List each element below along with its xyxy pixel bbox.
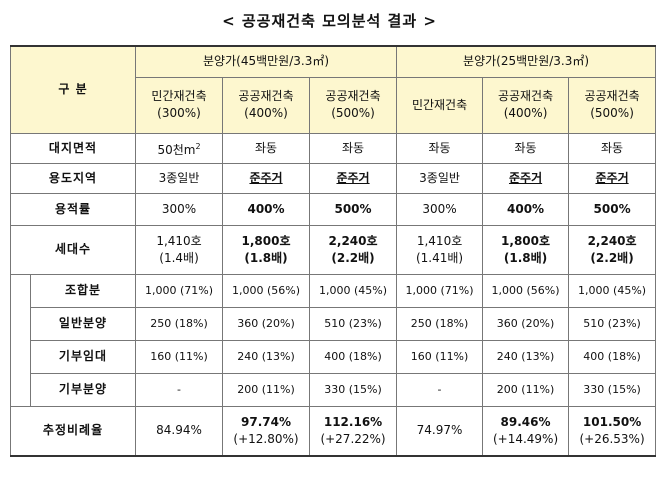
row-label-ratio: 추정비례율 xyxy=(9,405,137,457)
cell: 240 (13%) xyxy=(222,339,311,374)
cell: 101.50% (+26.53%) xyxy=(568,405,657,457)
cell: 89.46% (+14.49%) xyxy=(482,405,570,457)
cell: 1,000 (56%) xyxy=(482,273,570,308)
cell: 400% xyxy=(222,192,311,226)
cell: 510 (23%) xyxy=(309,306,398,341)
table-row: 기부분양 - 200 (11%) 330 (15%) - 200 (11%) 3… xyxy=(10,372,657,407)
cell: 1,000 (71%) xyxy=(396,273,484,308)
cell: 400 (18%) xyxy=(568,339,657,374)
col-header: 민간재건축 xyxy=(396,76,484,134)
col-header: 공공재건축 (400%) xyxy=(222,76,311,134)
cell: 84.94% xyxy=(135,405,224,457)
category-header: 구 분 xyxy=(9,45,137,134)
cell: 250 (18%) xyxy=(135,306,224,341)
cell: - xyxy=(135,372,224,407)
cell: 3종일반 xyxy=(135,162,224,194)
col-header: 공공재건축 (400%) xyxy=(482,76,570,134)
cell: 3종일반 xyxy=(396,162,484,194)
cell: 500% xyxy=(309,192,398,226)
cell: 112.16% (+27.22%) xyxy=(309,405,398,457)
cell: 1,800호 (1.8배) xyxy=(222,224,311,275)
row-label-zone: 용도지역 xyxy=(9,162,137,194)
cell: 2,240호 (2.2배) xyxy=(568,224,657,275)
col-header: 민간재건축 (300%) xyxy=(135,76,224,134)
group-header-25: 분양가(25백만원/3.3㎡) xyxy=(396,45,657,78)
cell: 200 (11%) xyxy=(482,372,570,407)
row-label-land-area: 대지면적 xyxy=(9,132,137,164)
table-row: 기부임대 160 (11%) 240 (13%) 400 (18%) 160 (… xyxy=(10,339,657,374)
cell: 500% xyxy=(568,192,657,226)
table-row: 용적률 300% 400% 500% 300% 400% 500% xyxy=(9,192,657,226)
row-label-union: 조합분 xyxy=(29,273,137,308)
table-row: 대지면적 50천m2 좌동 좌동 좌동 좌동 좌동 xyxy=(9,132,657,164)
cell: 300% xyxy=(135,192,224,226)
cell: 좌동 xyxy=(396,132,484,164)
col-header: 공공재건축 (500%) xyxy=(568,76,657,134)
cell: 1,000 (45%) xyxy=(309,273,398,308)
cell: 360 (20%) xyxy=(222,306,311,341)
table-row: 일반분양 250 (18%) 360 (20%) 510 (23%) 250 (… xyxy=(10,306,657,341)
row-label-general: 일반분양 xyxy=(29,306,137,341)
cell: 준주거 xyxy=(222,162,311,194)
cell: 360 (20%) xyxy=(482,306,570,341)
cell: 300% xyxy=(396,192,484,226)
cell: 2,240호 (2.2배) xyxy=(309,224,398,275)
cell: 좌동 xyxy=(222,132,311,164)
row-label-rental: 기부임대 xyxy=(29,339,137,374)
cell: 1,410호 (1.4배) xyxy=(135,224,224,275)
cell: 400 (18%) xyxy=(309,339,398,374)
cell: 1,000 (45%) xyxy=(568,273,657,308)
cell: 240 (13%) xyxy=(482,339,570,374)
col-header: 공공재건축 (500%) xyxy=(309,76,398,134)
indent-spacer xyxy=(10,274,31,307)
cell: 74.97% xyxy=(396,405,484,457)
cell: 160 (11%) xyxy=(396,339,484,374)
cell: 330 (15%) xyxy=(309,372,398,407)
cell: 1,410호 (1.41배) xyxy=(396,224,484,275)
cell: 330 (15%) xyxy=(568,372,657,407)
indent-spacer xyxy=(10,340,31,373)
table-row: 조합분 1,000 (71%) 1,000 (56%) 1,000 (45%) … xyxy=(10,273,657,308)
page-title: < 공공재건축 모의분석 결과 > xyxy=(222,12,437,30)
cell: 50천m2 xyxy=(135,132,224,164)
cell: 준주거 xyxy=(309,162,398,194)
cell: 준주거 xyxy=(568,162,657,194)
group-header-45: 분양가(45백만원/3.3㎡) xyxy=(135,45,398,78)
cell: 좌동 xyxy=(568,132,657,164)
cell: 준주거 xyxy=(482,162,570,194)
table-row: 세대수 1,410호 (1.4배) 1,800호 (1.8배) 2,240호 (2.2… xyxy=(9,224,657,275)
table-row: 추정비례율 84.94% 97.74% (+12.80%) 112.16% (+27… xyxy=(9,405,657,457)
cell: 좌동 xyxy=(482,132,570,164)
cell: 1,800호 (1.8배) xyxy=(482,224,570,275)
cell: 좌동 xyxy=(309,132,398,164)
cell: 1,000 (71%) xyxy=(135,273,224,308)
cell: 97.74% (+12.80%) xyxy=(222,405,311,457)
cell: - xyxy=(396,372,484,407)
cell: 160 (11%) xyxy=(135,339,224,374)
cell: 510 (23%) xyxy=(568,306,657,341)
indent-spacer xyxy=(10,373,31,406)
cell: 200 (11%) xyxy=(222,372,311,407)
cell: 400% xyxy=(482,192,570,226)
cell: 1,000 (56%) xyxy=(222,273,311,308)
row-label-households: 세대수 xyxy=(9,224,137,275)
cell: 250 (18%) xyxy=(396,306,484,341)
table-row: 용도지역 3종일반 준주거 준주거 3종일반 준주거 준주거 xyxy=(9,162,657,194)
row-label-far: 용적률 xyxy=(9,192,137,226)
analysis-table: 구 분 분양가(45백만원/3.3㎡) 분양가(25백만원/3.3㎡) 민간재건… xyxy=(9,45,657,457)
indent-spacer xyxy=(10,307,31,340)
row-label-donated: 기부분양 xyxy=(29,372,137,407)
